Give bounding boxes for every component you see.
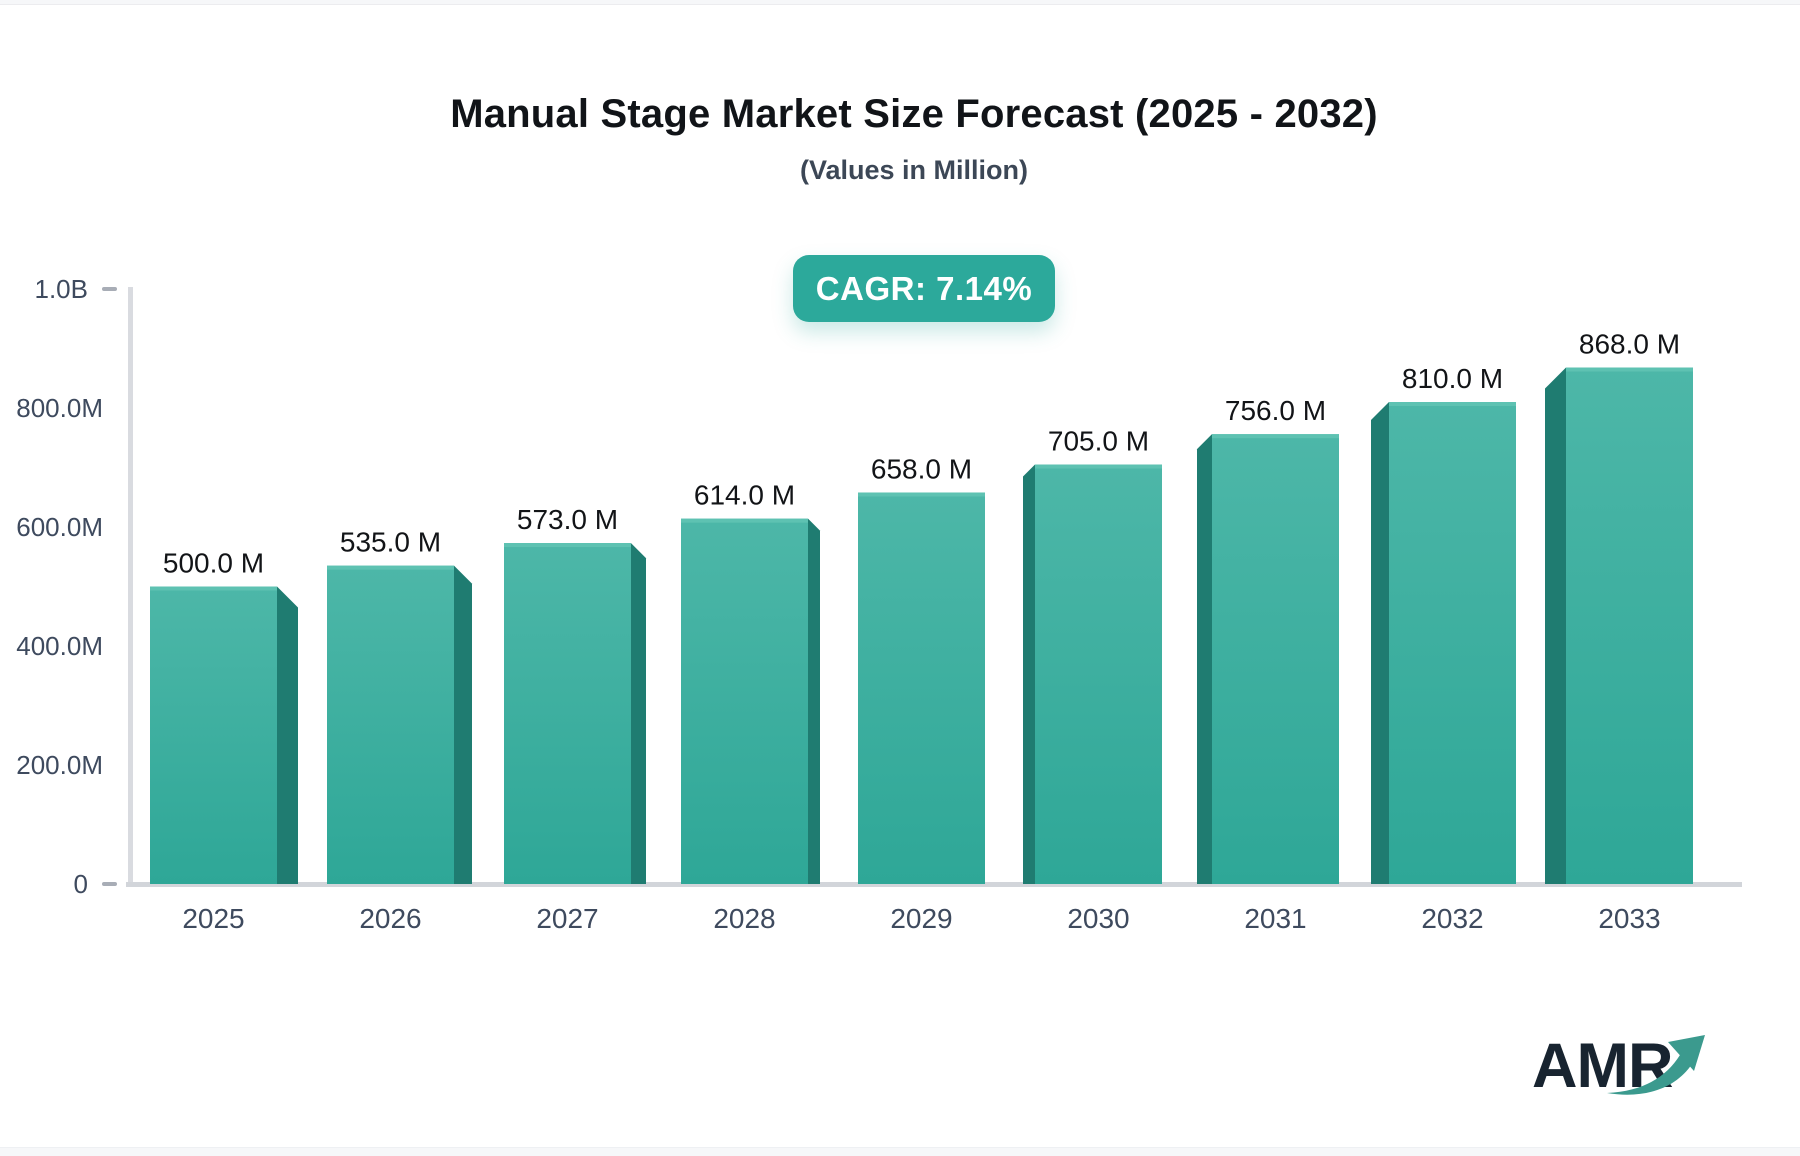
bar-group: 705.0 M 2030 [1023,426,1162,934]
bar [504,543,631,884]
y-tick-label: 1.0B [35,274,89,304]
bar-group: 535.0 M 2026 [327,527,472,934]
x-tick-label: 2026 [359,903,421,934]
x-tick-label: 2027 [536,903,598,934]
y-tick-label: 600.0M [16,512,103,542]
y-axis-line [128,287,133,884]
x-tick-label: 2031 [1244,903,1306,934]
x-tick-label: 2030 [1067,903,1129,934]
bar-value-label: 810.0 M [1402,363,1503,394]
y-tick-dash [102,882,117,886]
bar-top-edge [1566,367,1693,372]
bar [858,492,985,884]
bar-top-edge [1389,402,1516,407]
bar-side-face [1371,402,1389,884]
y-tick-label: 400.0M [16,631,103,661]
cagr-badge: CAGR: 7.14% [793,255,1055,322]
bar-top-edge [327,565,454,570]
bar-value-label: 500.0 M [163,548,264,579]
y-tick-label: 800.0M [16,393,103,423]
bar-top-edge [858,492,985,497]
x-tick-label: 2025 [182,903,244,934]
bar-group: 868.0 M 2033 [1545,329,1693,934]
bar-top-edge [150,586,277,591]
bar-top-edge [504,543,631,548]
bar-group: 658.0 M 2029 [858,453,985,934]
bar-group: 756.0 M 2031 [1197,395,1339,934]
bar-group: 614.0 M 2028 [681,480,820,934]
top-edge-strip [0,0,1800,5]
bar-value-label: 614.0 M [694,480,795,511]
chart-subtitle: (Values in Million) [799,155,1029,185]
bar-top-edge [1212,434,1339,439]
bar-value-label: 705.0 M [1048,426,1149,457]
bar [1566,367,1693,884]
bar-side-face [1197,434,1212,884]
bar-value-label: 535.0 M [340,527,441,558]
bar-side-face [454,565,472,884]
x-tick-label: 2033 [1598,903,1660,934]
bar-side-face [1545,367,1566,884]
bar-side-face [631,543,646,884]
bar-side-face [277,586,298,884]
chart-header: Manual Stage Market Size Forecast (2025 … [14,92,1800,186]
bar-side-face [1023,464,1035,884]
bar-value-label: 573.0 M [517,504,618,535]
x-tick-label: 2032 [1421,903,1483,934]
x-tick-label: 2029 [890,903,952,934]
bar [1035,464,1162,884]
amr-logo: AMR [1532,1030,1732,1120]
y-tick-label: 200.0M [16,750,103,780]
bar-group: 500.0 M 2025 [150,548,298,934]
bar-top-edge [681,518,808,523]
bar [1389,402,1516,884]
bar-group: 810.0 M 2032 [1371,363,1516,934]
amr-logo-arrow-icon [1607,1035,1705,1095]
bar-value-label: 756.0 M [1225,395,1326,426]
bottom-edge-strip [0,1147,1800,1156]
bar [150,586,277,884]
bar [327,565,454,884]
bar [1212,434,1339,884]
bar-side-face [808,518,820,884]
y-tick-dash [102,287,117,291]
bar [681,518,808,884]
x-axis-line [126,882,1742,887]
bar-value-label: 658.0 M [871,453,972,484]
chart-title: Manual Stage Market Size Forecast (2025 … [450,92,1378,136]
x-tick-label: 2028 [713,903,775,934]
bar-group: 573.0 M 2027 [504,504,646,934]
bar-value-label: 868.0 M [1579,329,1680,360]
bar-top-edge [1035,464,1162,469]
y-tick-label: 0 [74,869,88,899]
